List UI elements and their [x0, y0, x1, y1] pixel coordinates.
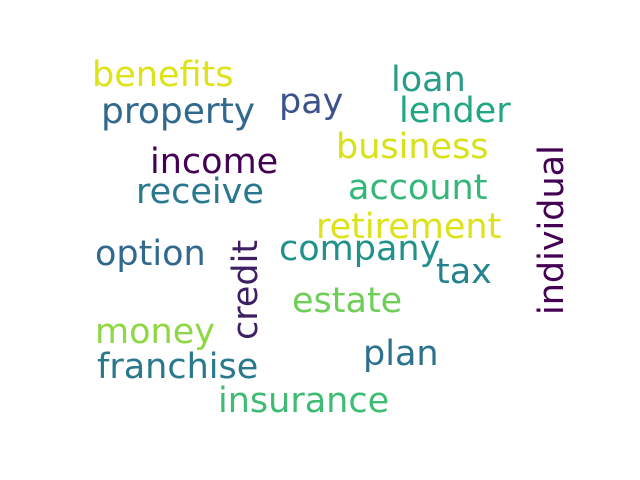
word-benefits: benefits	[92, 55, 234, 95]
word-lender: lender	[399, 91, 511, 131]
word-option: option	[95, 234, 206, 274]
word-retirement: retirement	[316, 207, 502, 247]
word-account: account	[348, 168, 488, 208]
word-loan: loan	[391, 60, 466, 100]
word-franchise: franchise	[97, 347, 259, 387]
word-money: money	[95, 312, 215, 352]
word-income: income	[150, 142, 279, 182]
word-company: company	[279, 229, 441, 269]
word-credit: credit	[226, 239, 266, 340]
word-tax: tax	[436, 252, 492, 292]
word-property: property	[101, 91, 256, 132]
word-plan: plan	[363, 334, 439, 374]
word-pay: pay	[279, 82, 344, 122]
word-business: business	[336, 127, 489, 167]
word-estate: estate	[292, 281, 403, 321]
word-receive: receive	[136, 172, 264, 212]
word-individual: individual	[532, 145, 572, 315]
word-insurance: insurance	[218, 381, 390, 421]
